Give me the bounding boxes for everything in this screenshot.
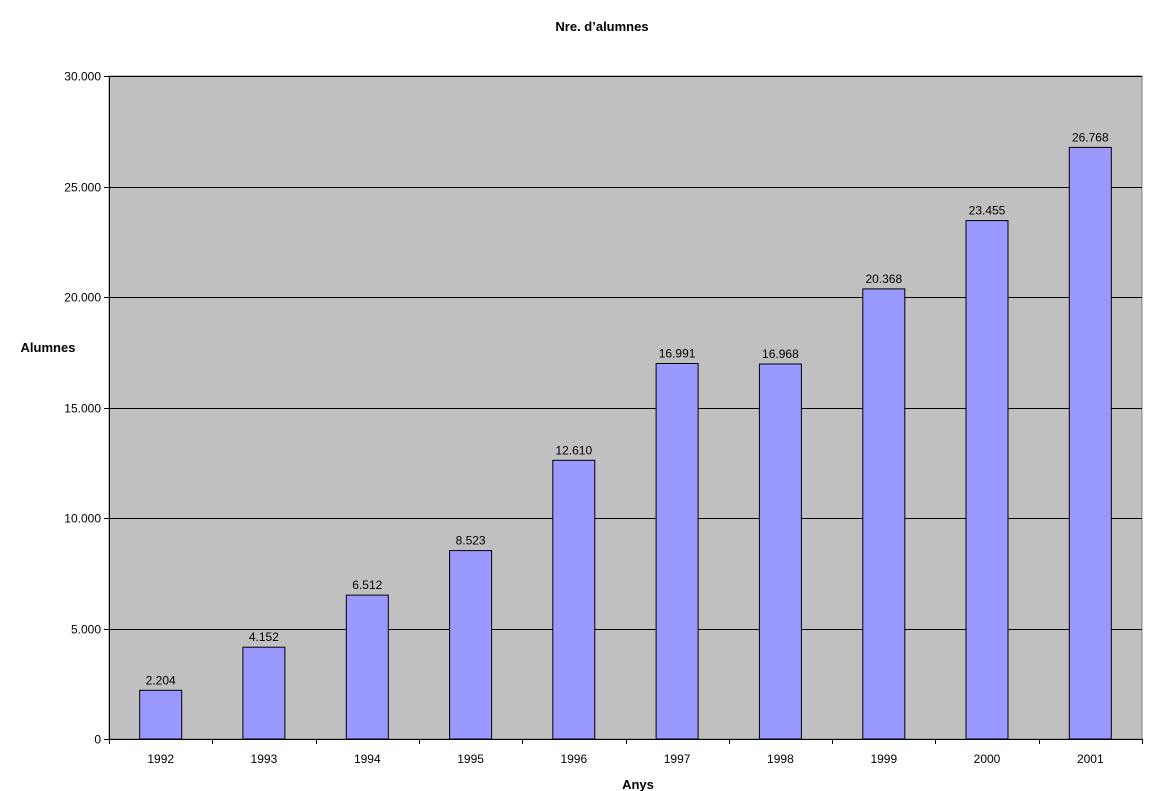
tick-labels: 0 5.000 10.000 15.000 20.000 25.000 30.000 1992… <box>64 70 1104 767</box>
x-tick-label: 2000 <box>974 752 1001 766</box>
data-label: 16.991 <box>659 347 696 361</box>
x-tick-label: 1993 <box>251 752 278 766</box>
bar <box>139 689 183 740</box>
data-labels: 2.204 4.152 6.512 8.523 12.610 16.991 16.968 20… <box>146 130 1109 687</box>
chart-title: Nre. d’alumnes <box>555 19 648 34</box>
x-tick-label: 1998 <box>767 752 794 766</box>
x-tick-label: 1992 <box>147 752 174 766</box>
y-tick-label: 15.000 <box>64 402 101 416</box>
bar <box>758 363 802 740</box>
bar <box>965 220 1009 740</box>
x-tick-label: 1995 <box>457 752 484 766</box>
bar <box>242 646 286 740</box>
y-tick-label: 5.000 <box>71 623 101 637</box>
data-label: 4.152 <box>249 630 279 644</box>
y-tick-label: 20.000 <box>64 291 101 305</box>
x-tick-label: 1994 <box>354 752 381 766</box>
bar <box>552 459 596 740</box>
bar <box>862 288 906 740</box>
x-tick-label: 1996 <box>560 752 587 766</box>
x-tick-label: 2001 <box>1077 752 1104 766</box>
bar <box>449 550 493 740</box>
bar <box>1068 146 1112 740</box>
data-label: 6.512 <box>352 578 382 592</box>
data-label: 8.523 <box>456 534 486 548</box>
data-label: 12.610 <box>555 443 592 457</box>
bars <box>139 146 1112 740</box>
data-label: 16.968 <box>762 347 799 361</box>
bar <box>655 363 699 740</box>
y-tick-label: 25.000 <box>64 181 101 195</box>
y-tick-label: 10.000 <box>64 512 101 526</box>
y-tick-label: 30.000 <box>64 70 101 84</box>
data-label: 20.368 <box>865 272 902 286</box>
data-label: 2.204 <box>146 673 176 687</box>
data-label: 26.768 <box>1072 130 1109 144</box>
y-axis-title: Alumnes <box>21 340 76 355</box>
y-tick-label: 0 <box>94 733 101 747</box>
x-tick-label: 1999 <box>870 752 897 766</box>
bar <box>345 594 389 740</box>
axes <box>104 76 1143 744</box>
x-axis-title: Anys <box>622 777 654 791</box>
data-label: 23.455 <box>969 204 1006 218</box>
x-tick-label: 1997 <box>664 752 691 766</box>
